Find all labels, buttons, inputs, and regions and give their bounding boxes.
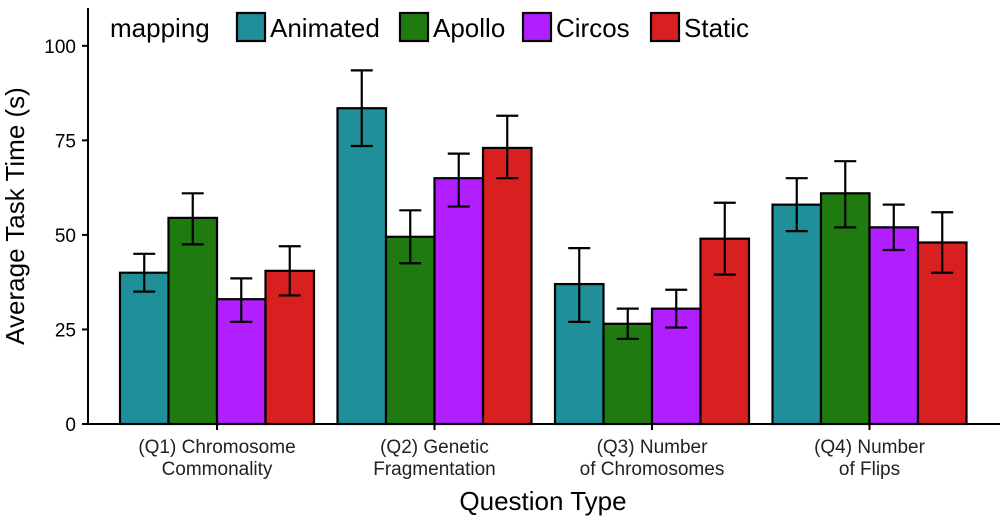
legend-label-circos: Circos xyxy=(556,13,630,43)
x-tick-label: (Q1) Chromosome xyxy=(138,437,295,458)
y-tick-label: 25 xyxy=(55,320,76,341)
x-tick-label: of Flips xyxy=(839,459,900,480)
error-bar-apollo-q2 xyxy=(399,209,422,265)
bars-layer xyxy=(118,107,968,426)
legend-swatch-circos xyxy=(521,11,553,43)
error-bar-static-q4 xyxy=(931,211,954,274)
bar-animated-q2 xyxy=(336,107,388,426)
bar-circos-q4 xyxy=(868,226,920,426)
legend-swatch-animated xyxy=(235,11,267,43)
error-bar-static-q2 xyxy=(496,114,519,180)
error-bar-circos-q4 xyxy=(882,203,905,252)
legend-label-animated: Animated xyxy=(270,13,380,43)
error-bar-static-q1 xyxy=(278,245,301,297)
legend-swatch-apollo xyxy=(398,11,430,43)
error-bar-apollo-q4 xyxy=(834,160,857,229)
y-ticks: 0 25 50 75 100 xyxy=(44,37,88,436)
x-tick-label: Commonality xyxy=(162,459,273,480)
error-bar-animated-q1 xyxy=(133,252,156,293)
error-bar-circos-q2 xyxy=(447,152,470,208)
x-tick-label: (Q2) Genetic xyxy=(380,437,489,458)
x-tick-label: (Q4) Number xyxy=(814,437,926,458)
error-bar-animated-q3 xyxy=(568,247,591,323)
bar-static-q2 xyxy=(481,146,533,426)
error-bar-animated-q4 xyxy=(785,177,808,233)
bar-circos-q2 xyxy=(433,177,485,426)
legend: mapping Animated Apollo Circos Static xyxy=(110,11,749,43)
axes-layer xyxy=(87,8,1000,425)
legend-title: mapping xyxy=(110,13,210,43)
x-tick-label: (Q3) Number xyxy=(597,437,709,458)
error-bars-layer xyxy=(133,69,954,341)
error-bar-apollo-q3 xyxy=(616,307,639,341)
y-tick-label: 0 xyxy=(65,415,76,436)
x-tick-label: of Chromosomes xyxy=(580,459,725,480)
legend-swatch-static xyxy=(649,11,681,43)
x-axis-title: Question Type xyxy=(459,486,626,516)
error-bar-static-q3 xyxy=(713,201,736,276)
legend-label-static: Static xyxy=(684,13,749,43)
bar-apollo-q2 xyxy=(384,235,436,426)
y-tick-label: 50 xyxy=(55,226,76,247)
error-bar-circos-q1 xyxy=(230,277,253,323)
y-tick-label: 75 xyxy=(55,131,76,152)
y-tick-label: 100 xyxy=(44,37,76,58)
error-bar-animated-q2 xyxy=(350,69,373,148)
bar-animated-q1 xyxy=(118,271,170,426)
legend-label-apollo: Apollo xyxy=(433,13,505,43)
bar-animated-q4 xyxy=(771,203,823,426)
bar-apollo-q1 xyxy=(167,216,219,426)
y-axis-title: Average Task Time (s) xyxy=(0,87,30,345)
x-tick-label: Fragmentation xyxy=(373,459,496,480)
error-bar-apollo-q1 xyxy=(181,192,204,246)
error-bar-circos-q3 xyxy=(665,288,688,329)
